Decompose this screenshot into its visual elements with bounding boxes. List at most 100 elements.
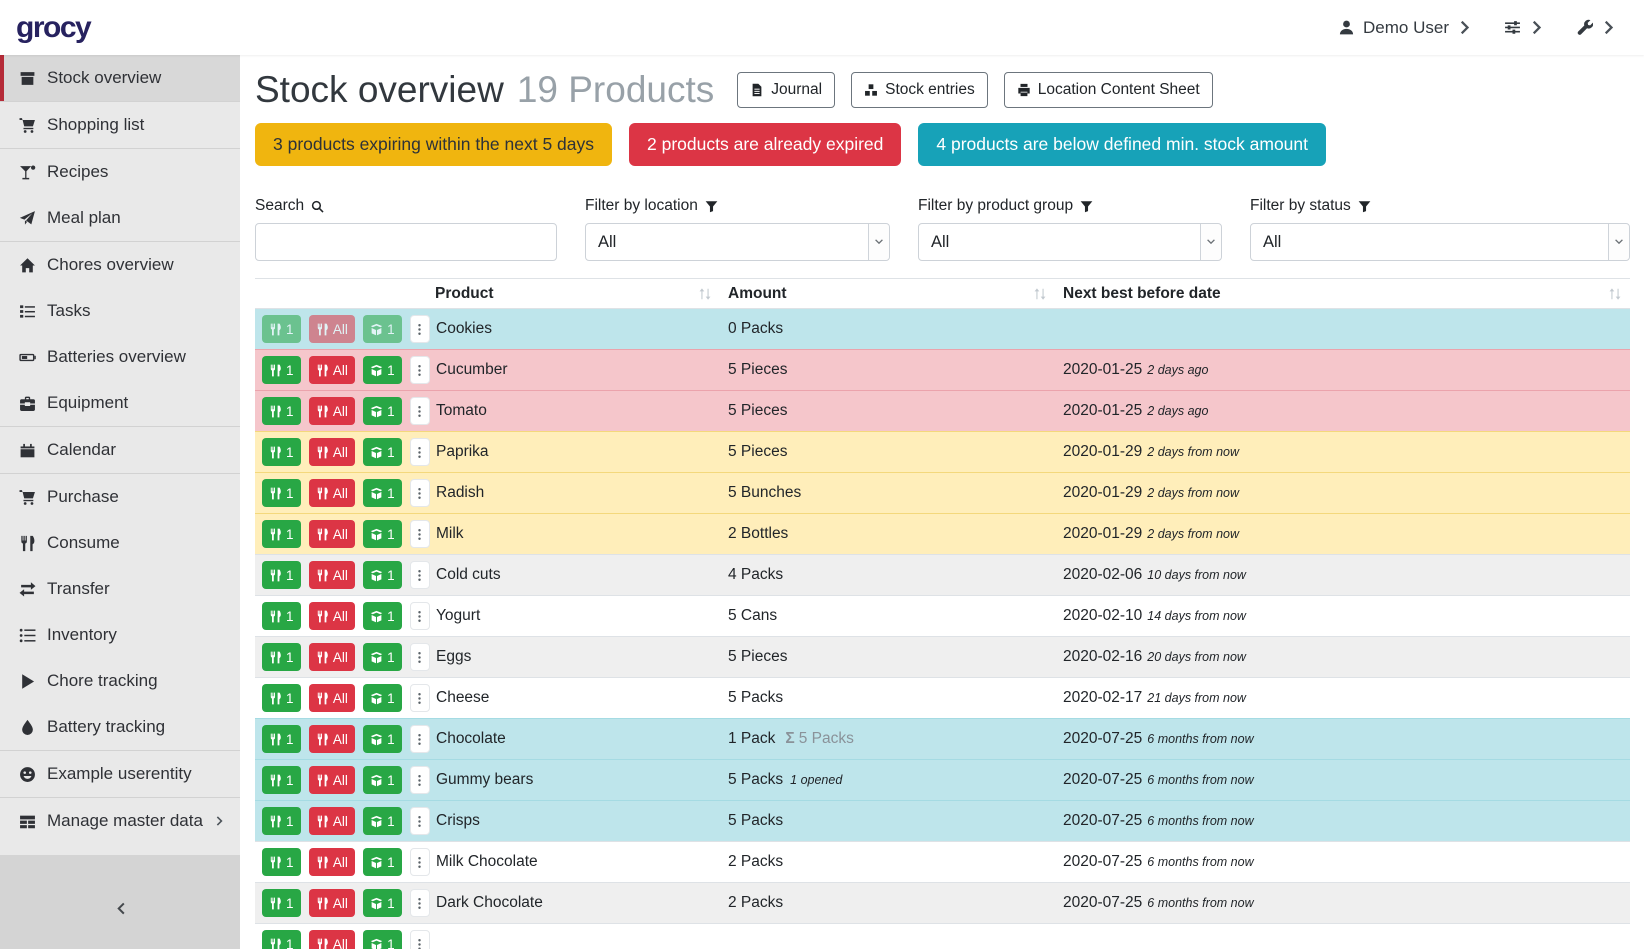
settings-menu[interactable] — [1504, 19, 1546, 36]
row-menu-button[interactable] — [410, 438, 430, 466]
consume-one-button[interactable]: 1 — [262, 602, 301, 630]
sidebar-item-tasks[interactable]: Tasks — [0, 288, 240, 334]
consume-one-button[interactable]: 1 — [262, 520, 301, 548]
consume-all-button[interactable]: All — [309, 356, 355, 384]
sidebar-item-manage-master-data[interactable]: Manage master data — [0, 798, 240, 844]
row-menu-button[interactable] — [410, 643, 430, 671]
open-one-button[interactable]: 1 — [363, 807, 402, 835]
consume-one-button[interactable]: 1 — [262, 807, 301, 835]
sidebar-item-battery-tracking[interactable]: Battery tracking — [0, 704, 240, 750]
best-before-column-header[interactable]: Next best before date — [1055, 279, 1630, 309]
sidebar-item-inventory[interactable]: Inventory — [0, 612, 240, 658]
amount-column-header[interactable]: Amount — [720, 279, 1055, 309]
consume-all-button[interactable]: All — [309, 561, 355, 589]
consume-one-button[interactable]: 1 — [262, 684, 301, 712]
row-menu-button[interactable] — [410, 889, 430, 917]
sidebar-item-example-userentity[interactable]: Example userentity — [0, 751, 240, 797]
open-one-button[interactable]: 1 — [363, 520, 402, 548]
consume-all-button[interactable]: All — [309, 643, 355, 671]
product-column-header[interactable]: Product — [427, 279, 720, 309]
consume-all-button[interactable]: All — [309, 889, 355, 917]
alert-info[interactable]: 4 products are below defined min. stock … — [918, 123, 1326, 166]
location-content-sheet-button[interactable]: Location Content Sheet — [1004, 72, 1213, 108]
consume-one-button[interactable]: 1 — [262, 479, 301, 507]
row-menu-button[interactable] — [410, 479, 430, 507]
search-input[interactable] — [255, 223, 557, 261]
consume-all-button[interactable]: All — [309, 684, 355, 712]
consume-one-button[interactable]: 1 — [262, 561, 301, 589]
consume-one-button[interactable]: 1 — [262, 356, 301, 384]
open-one-button[interactable]: 1 — [363, 315, 402, 343]
open-one-button[interactable]: 1 — [363, 684, 402, 712]
sidebar-item-meal-plan[interactable]: Meal plan — [0, 195, 240, 241]
row-menu-button[interactable] — [410, 848, 430, 876]
user-menu[interactable]: Demo User — [1338, 18, 1474, 38]
consume-all-button[interactable]: All — [309, 520, 355, 548]
row-menu-button[interactable] — [410, 397, 430, 425]
location-select[interactable]: All — [585, 223, 890, 261]
status-select[interactable]: All — [1250, 223, 1630, 261]
product-group-select[interactable]: All — [918, 223, 1222, 261]
consume-one-button[interactable]: 1 — [262, 438, 301, 466]
consume-all-button[interactable]: All — [309, 807, 355, 835]
sidebar-item-calendar[interactable]: Calendar — [0, 427, 240, 473]
consume-one-button[interactable]: 1 — [262, 315, 301, 343]
journal-button[interactable]: Journal — [737, 72, 835, 108]
row-menu-button[interactable] — [410, 766, 430, 794]
consume-all-button[interactable]: All — [309, 602, 355, 630]
sidebar-item-consume[interactable]: Consume — [0, 520, 240, 566]
consume-all-button[interactable]: All — [309, 397, 355, 425]
consume-all-button[interactable]: All — [309, 315, 355, 343]
open-one-button[interactable]: 1 — [363, 479, 402, 507]
stock-entries-button[interactable]: Stock entries — [851, 72, 988, 108]
open-one-button[interactable]: 1 — [363, 848, 402, 876]
consume-one-button[interactable]: 1 — [262, 848, 301, 876]
sort-icon[interactable] — [698, 287, 712, 301]
sidebar-item-purchase[interactable]: Purchase — [0, 474, 240, 520]
open-one-button[interactable]: 1 — [363, 602, 402, 630]
alert-danger[interactable]: 2 products are already expired — [629, 123, 901, 166]
sidebar-item-stock-overview[interactable]: Stock overview — [0, 55, 240, 101]
admin-menu[interactable] — [1576, 19, 1618, 36]
consume-one-button[interactable]: 1 — [262, 725, 301, 753]
consume-one-button[interactable]: 1 — [262, 643, 301, 671]
row-menu-button[interactable] — [410, 930, 430, 949]
sidebar-item-chore-tracking[interactable]: Chore tracking — [0, 658, 240, 704]
open-one-button[interactable]: 1 — [363, 438, 402, 466]
open-one-button[interactable]: 1 — [363, 561, 402, 589]
sidebar-item-chores-overview[interactable]: Chores overview — [0, 242, 240, 288]
open-one-button[interactable]: 1 — [363, 766, 402, 794]
consume-one-button[interactable]: 1 — [262, 397, 301, 425]
consume-all-button[interactable]: All — [309, 848, 355, 876]
sidebar-item-transfer[interactable]: Transfer — [0, 566, 240, 612]
consume-one-button[interactable]: 1 — [262, 889, 301, 917]
row-menu-button[interactable] — [410, 561, 430, 589]
open-one-button[interactable]: 1 — [363, 889, 402, 917]
sidebar-item-equipment[interactable]: Equipment — [0, 380, 240, 426]
row-menu-button[interactable] — [410, 725, 430, 753]
consume-all-button[interactable]: All — [309, 766, 355, 794]
open-one-button[interactable]: 1 — [363, 397, 402, 425]
consume-all-button[interactable]: All — [309, 930, 355, 949]
consume-all-button[interactable]: All — [309, 438, 355, 466]
row-menu-button[interactable] — [410, 684, 430, 712]
app-logo[interactable]: grocy — [16, 11, 90, 45]
sidebar-item-shopping-list[interactable]: Shopping list — [0, 102, 240, 148]
sidebar-collapse-button[interactable] — [0, 855, 240, 949]
row-menu-button[interactable] — [410, 602, 430, 630]
sidebar-item-recipes[interactable]: Recipes — [0, 149, 240, 195]
row-menu-button[interactable] — [410, 520, 430, 548]
sort-icon[interactable] — [1033, 287, 1047, 301]
sidebar-item-batteries-overview[interactable]: Batteries overview — [0, 334, 240, 380]
open-one-button[interactable]: 1 — [363, 643, 402, 671]
row-menu-button[interactable] — [410, 356, 430, 384]
consume-all-button[interactable]: All — [309, 479, 355, 507]
row-menu-button[interactable] — [410, 315, 430, 343]
alert-warning[interactable]: 3 products expiring within the next 5 da… — [255, 123, 612, 166]
consume-one-button[interactable]: 1 — [262, 766, 301, 794]
consume-one-button[interactable]: 1 — [262, 930, 301, 949]
row-menu-button[interactable] — [410, 807, 430, 835]
open-one-button[interactable]: 1 — [363, 930, 402, 949]
sort-icon[interactable] — [1608, 287, 1622, 301]
open-one-button[interactable]: 1 — [363, 356, 402, 384]
